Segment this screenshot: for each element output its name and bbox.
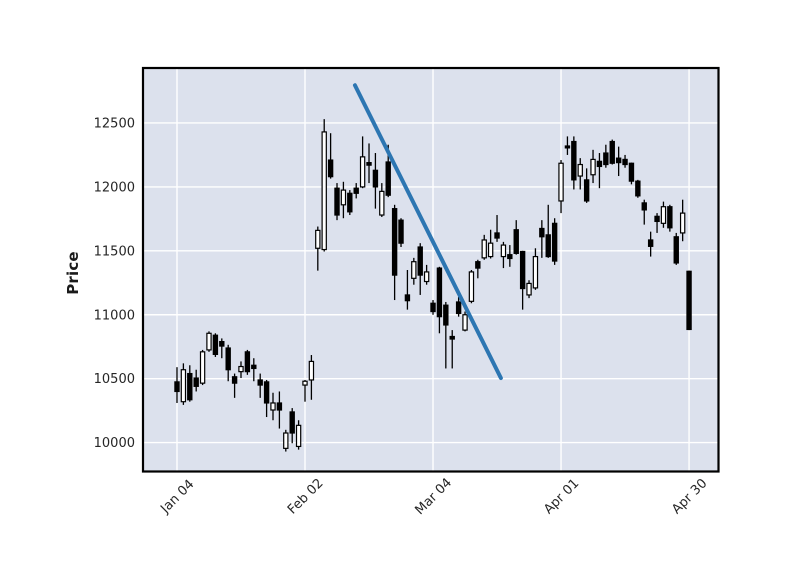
candle-body-down [276,402,283,411]
candle-body-down [596,160,603,168]
candle-body-down [219,341,225,347]
candle-body-down [225,347,231,371]
candle-body-up [558,162,564,202]
candle-body-up [468,271,475,302]
y-tick-label: 11500 [94,244,135,259]
y-tick-label: 11000 [94,308,135,323]
x-tick-label: Feb 02 [285,476,327,518]
candle-body-down [187,372,193,401]
candle-body-down [263,381,270,404]
candle-body-up [302,380,308,386]
candle-body-up [679,212,686,234]
candle-body-down [353,187,359,194]
candle-body-down [391,208,398,276]
axes-border [141,66,720,473]
candle-body-down [366,162,372,166]
candle-body-down [231,376,238,384]
candle-body-up [359,156,366,188]
candle-body-up [481,239,487,259]
candle-body-down [654,215,660,223]
candle-body-up [308,360,315,381]
candle-body-down [475,261,481,269]
candle-body-down [673,236,679,264]
candle-body-up [526,282,532,296]
candle-body-down [641,202,647,211]
candle-body-down [615,157,622,164]
candle-body-down [289,411,295,434]
candle-body-down [622,158,628,166]
candle-body-down [603,152,609,166]
candle-body-down [667,206,673,229]
candle-body-down [193,377,199,387]
candle-body-up [283,432,289,449]
candle-body-down [398,219,404,244]
x-tick-label: Mar 04 [412,475,455,518]
candle-body-down [519,250,526,290]
candle-body-down [494,232,500,239]
candle-body-down [372,169,379,188]
candle-body-down [257,379,263,386]
candle-body-down [583,179,590,202]
candle-body-down [443,304,449,326]
x-tick-label: Jan 04 [157,477,197,517]
x-tick-label: Apr 01 [541,476,582,517]
candle-body-up [532,255,539,289]
y-tick-label: 10500 [94,372,135,387]
candle-body-down [455,301,462,315]
candle-body-down [244,351,251,373]
candle-body-up [340,189,347,206]
candle-body-down [212,334,219,355]
trendline [352,83,503,381]
candle-body-up [315,229,321,249]
candle-body-up [206,332,212,351]
y-tick-label: 12500 [94,116,135,131]
candle-body-up [270,402,276,411]
candle-body-down [539,227,545,238]
candle-body-down [647,239,654,247]
candle-body-up [238,365,244,373]
candle-body-up [660,206,667,224]
candle-body-down [513,229,519,254]
candle-body-up [379,190,385,216]
candle-body-up [500,244,507,258]
candle-body-up [590,158,596,176]
candle-body-down [417,246,423,276]
candle-body-down [436,267,443,318]
y-tick-label: 12000 [94,180,135,195]
candle-body-down [609,140,615,164]
candle-body-up [199,351,206,384]
candle-body-down [404,294,411,302]
candle-body-down [571,140,577,181]
candle-body-up [462,314,468,331]
candle-body-down [334,187,340,216]
candle-body-down [551,222,558,262]
candle-body-down [507,254,513,260]
candle-body-up [423,271,430,283]
y-axis-label: Price [64,251,82,295]
candle-body-down [385,161,391,196]
candle-body-down [564,145,571,149]
candle-body-up [295,424,302,448]
candle-body-down [174,381,180,393]
candle-body-down [327,159,334,178]
y-tick-label: 10000 [94,436,135,451]
candle-body-down [686,270,692,331]
candle-body-down [449,335,455,340]
candle-body-down [545,234,551,258]
candle-body-up [487,242,494,258]
candle-body-up [577,163,583,177]
candle-body-up [321,131,327,251]
plot-background [143,68,719,472]
candle-body-down [251,364,257,370]
candle-body-down [347,192,353,213]
candle-body-down [628,162,635,182]
candle-body-down [635,180,641,197]
candle-body-down [430,302,436,313]
candle-body-up [411,261,417,279]
x-tick-label: Apr 30 [669,476,710,517]
candle-body-up [180,369,187,403]
